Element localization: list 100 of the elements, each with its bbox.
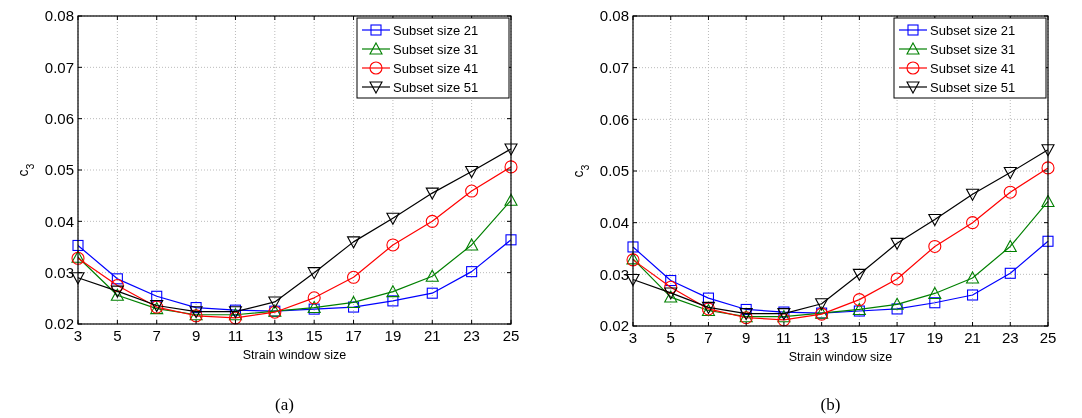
x-tick-label: 19: [926, 329, 944, 346]
y-tick-label: 0.03: [599, 265, 629, 283]
point: [347, 295, 361, 308]
point: [505, 234, 517, 246]
x-tick-label: 25: [1039, 329, 1057, 346]
x-tick-label: 13: [813, 329, 830, 346]
point: [815, 298, 829, 311]
point: [72, 239, 84, 252]
point: [386, 285, 400, 298]
y-tick-label: 0.05: [599, 162, 629, 180]
point: [1003, 239, 1017, 252]
point: [852, 293, 866, 307]
point: [504, 143, 518, 156]
x-axis-title: Strain window size: [788, 350, 893, 364]
point: [268, 296, 282, 309]
point: [890, 237, 904, 250]
point: [966, 216, 980, 230]
point: [348, 301, 360, 313]
x-tick-label: 15: [851, 329, 868, 346]
point: [465, 184, 479, 198]
point: [228, 311, 243, 325]
x-tick-label: 21: [964, 329, 981, 346]
x-tick-label: 5: [113, 327, 122, 344]
x-tick-label: 5: [666, 329, 675, 346]
point: [426, 287, 438, 299]
y-tick-label: 0.05: [44, 161, 74, 179]
point: [1042, 235, 1054, 247]
point: [1003, 185, 1017, 199]
point: [425, 214, 439, 228]
legend-label: Subset size 31: [930, 41, 1016, 57]
y-tick-label: 0.07: [599, 58, 629, 76]
point: [425, 269, 439, 282]
point: [465, 165, 479, 179]
y-tick-label: 0.03: [44, 263, 74, 281]
point: [466, 266, 478, 278]
point: [1041, 161, 1055, 175]
x-tick-label: 7: [704, 329, 713, 346]
point: [465, 238, 479, 251]
point: [386, 238, 400, 252]
y-tick-label: 0.08: [44, 7, 74, 25]
x-tick-label: 11: [227, 327, 244, 344]
x-tick-label: 7: [152, 327, 161, 344]
x-tick-label: 19: [384, 327, 402, 344]
legend-label: Subset size 31: [393, 41, 479, 57]
text: (a): [275, 395, 294, 414]
point: [347, 236, 361, 249]
point: [504, 193, 518, 206]
point: [347, 270, 361, 284]
x-tick-label: 17: [888, 329, 906, 346]
legend-label: Subset size 51: [393, 79, 479, 95]
point: [777, 313, 791, 327]
point: [425, 187, 439, 200]
x-tick-label: 13: [266, 327, 284, 344]
x-tick-label: 23: [1001, 329, 1019, 346]
point: [928, 239, 942, 253]
point: [1003, 167, 1017, 180]
point: [890, 297, 904, 310]
x-tick-label: 9: [191, 327, 201, 344]
x-tick-label: 11: [776, 329, 792, 346]
x-tick-label: 17: [345, 327, 362, 344]
point: [891, 303, 903, 315]
point: [966, 188, 980, 201]
point: [665, 274, 677, 287]
point: [190, 302, 202, 314]
legend-label: Subset size 51: [930, 79, 1016, 95]
point: [929, 297, 941, 309]
point: [852, 268, 866, 281]
y-tick-label: 0.07: [44, 58, 74, 76]
legend-label: Subset size 21: [393, 22, 479, 38]
x-tick-label: 21: [423, 327, 441, 344]
y-tick-label: 0.02: [599, 317, 629, 335]
legend-label: Subset size 21: [930, 22, 1016, 38]
text: (b): [820, 395, 841, 414]
x-tick-label: 15: [305, 327, 323, 344]
y-tick-label: 0.04: [44, 212, 74, 230]
point: [386, 212, 400, 225]
y-tick-label: 0.06: [44, 109, 74, 127]
point: [627, 241, 639, 253]
point: [307, 267, 321, 280]
point: [1041, 144, 1055, 157]
point: [740, 303, 752, 316]
point: [1041, 194, 1055, 208]
x-tick-label: 23: [463, 327, 480, 344]
x-tick-label: 3: [628, 329, 638, 346]
point: [1004, 267, 1016, 279]
point: [966, 271, 980, 284]
x-axis-title: Strain window size: [242, 348, 347, 362]
x-tick-label: 3: [73, 327, 83, 344]
legend-label: Subset size 41: [930, 60, 1016, 76]
point: [504, 160, 518, 174]
point: [307, 291, 321, 305]
point: [110, 278, 124, 293]
y-tick-label: 0.08: [599, 7, 629, 25]
y-tick-label: 0.06: [599, 110, 629, 128]
legend-label: Subset size 41: [393, 60, 479, 76]
point: [928, 286, 942, 299]
x-tick-label: 25: [502, 327, 520, 344]
point: [890, 272, 904, 286]
x-tick-label: 9: [742, 329, 751, 346]
y-tick-label: 0.04: [599, 213, 629, 231]
